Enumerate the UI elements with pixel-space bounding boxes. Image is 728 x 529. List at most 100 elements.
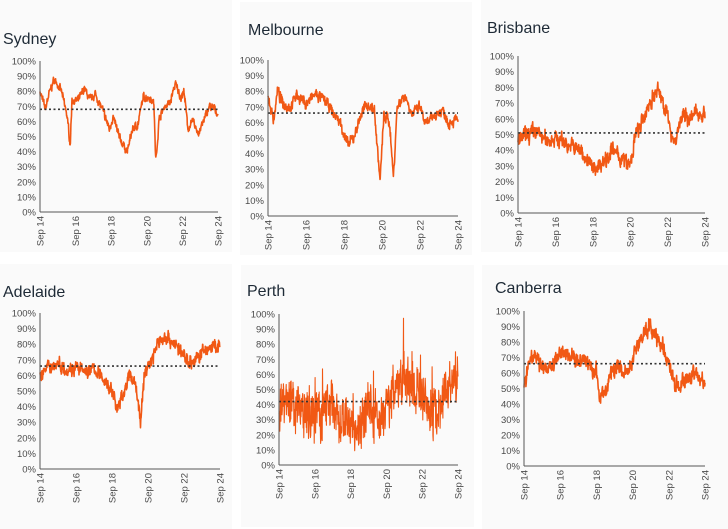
x-tick-label: Sep 24 bbox=[701, 217, 712, 247]
chart-panel-adelaide: Adelaide 0% 10% 20% 30% 40% 50% 60% 70% 80% 90% 100… bbox=[0, 264, 232, 529]
y-tick-label: 90% bbox=[256, 325, 276, 336]
y-tick-label: 80% bbox=[17, 87, 37, 98]
x-tick-label: Sep 14 bbox=[36, 473, 47, 503]
y-tick-label: 20% bbox=[495, 177, 515, 188]
y-tick-label: 0% bbox=[22, 465, 36, 476]
y-tick-label: 70% bbox=[17, 102, 37, 113]
y-tick-label: 100% bbox=[12, 57, 37, 68]
y-tick-label: 10% bbox=[256, 445, 276, 456]
series-line-brisbane bbox=[517, 81, 706, 176]
y-tick-label: 10% bbox=[501, 446, 521, 457]
chart-panel-brisbane: Brisbane 0% 10% 20% 30% 40% 50% 60% 70% 80% 90% 100… bbox=[481, 0, 728, 252]
y-tick-label: 80% bbox=[245, 87, 265, 98]
y-tick-label: 70% bbox=[245, 102, 265, 113]
y-tick-label: 70% bbox=[501, 353, 521, 364]
x-tick-label: Sep 24 bbox=[216, 473, 227, 503]
y-tick-label: 20% bbox=[256, 430, 276, 441]
y-tick-label: 40% bbox=[256, 400, 276, 411]
y-tick-label: 0% bbox=[506, 462, 520, 473]
series-line-adelaide bbox=[39, 329, 221, 429]
y-tick-label: 30% bbox=[245, 165, 265, 176]
y-tick-label: 90% bbox=[17, 324, 37, 335]
x-tick-label: Sep 24 bbox=[454, 220, 465, 250]
chart-panel-sydney: Sydney 0% 10% 20% 30% 40% 50% 60% 70% 80% 90% 100% S… bbox=[0, 0, 232, 252]
y-tick-label: 0% bbox=[500, 209, 514, 220]
y-tick-label: 60% bbox=[17, 371, 37, 382]
y-tick-label: 0% bbox=[250, 212, 264, 223]
x-tick-label: Sep 16 bbox=[302, 220, 313, 250]
chart-panel-canberra: Canberra 0% 10% 20% 30% 40% 50% 60% 70% 80% 90% 100… bbox=[482, 265, 728, 529]
x-tick-label: Sep 24 bbox=[214, 216, 225, 246]
y-tick-label: 90% bbox=[17, 72, 37, 83]
x-tick-label: Sep 20 bbox=[382, 469, 393, 499]
chart-panel-melbourne: Melbourne 0% 10% 20% 30% 40% 50% 60% 70% 80% 90% 10… bbox=[240, 2, 472, 255]
x-tick-label: Sep 22 bbox=[180, 473, 191, 503]
y-tick-label: 90% bbox=[495, 67, 515, 78]
y-tick-label: 50% bbox=[495, 130, 515, 141]
y-tick-label: 40% bbox=[245, 149, 265, 160]
series-line-perth bbox=[278, 317, 459, 452]
y-tick-label: 100% bbox=[240, 56, 265, 67]
x-tick-label: Sep 16 bbox=[310, 469, 321, 499]
y-tick-label: 20% bbox=[501, 431, 521, 442]
y-tick-label: 100% bbox=[496, 307, 521, 318]
y-tick-label: 40% bbox=[501, 400, 521, 411]
y-tick-label: 30% bbox=[256, 415, 276, 426]
x-tick-label: Sep 22 bbox=[416, 220, 427, 250]
y-tick-label: 30% bbox=[17, 418, 37, 429]
x-tick-label: Sep 16 bbox=[556, 470, 567, 500]
y-tick-label: 50% bbox=[17, 387, 37, 398]
y-tick-label: 10% bbox=[245, 196, 265, 207]
chart-panel-perth: Perth 0% 10% 20% 30% 40% 50% 60% 70% 80% 90% 100% Se… bbox=[241, 265, 474, 527]
x-tick-label: Sep 24 bbox=[701, 470, 712, 500]
y-tick-label: 100% bbox=[12, 309, 37, 320]
y-tick-label: 40% bbox=[17, 147, 37, 158]
y-tick-label: 40% bbox=[17, 402, 37, 413]
y-tick-label: 70% bbox=[17, 355, 37, 366]
chart-title: Melbourne bbox=[248, 22, 324, 39]
y-tick-label: 70% bbox=[256, 355, 276, 366]
x-tick-label: Sep 20 bbox=[628, 470, 639, 500]
y-tick-label: 80% bbox=[495, 83, 515, 94]
x-tick-label: Sep 14 bbox=[514, 217, 525, 247]
series-line-sydney bbox=[39, 76, 219, 158]
x-tick-label: Sep 22 bbox=[664, 470, 675, 500]
x-tick-label: Sep 18 bbox=[588, 217, 599, 247]
x-tick-label: Sep 14 bbox=[264, 220, 275, 250]
y-tick-label: 10% bbox=[17, 449, 37, 460]
x-tick-label: Sep 18 bbox=[340, 220, 351, 250]
x-tick-label: Sep 16 bbox=[72, 473, 83, 503]
chart-title: Sydney bbox=[3, 31, 56, 48]
x-tick-label: Sep 14 bbox=[275, 469, 286, 499]
panel-background bbox=[0, 264, 232, 529]
y-tick-label: 80% bbox=[256, 340, 276, 351]
y-tick-label: 50% bbox=[256, 385, 276, 396]
y-tick-label: 60% bbox=[256, 370, 276, 381]
y-tick-label: 40% bbox=[495, 146, 515, 157]
y-tick-label: 50% bbox=[501, 384, 521, 395]
x-tick-label: Sep 18 bbox=[107, 216, 118, 246]
chart-title: Adelaide bbox=[3, 284, 65, 301]
chart-title: Brisbane bbox=[487, 20, 550, 37]
x-tick-label: Sep 22 bbox=[178, 216, 189, 246]
y-tick-label: 0% bbox=[261, 461, 275, 472]
y-tick-label: 90% bbox=[245, 71, 265, 82]
x-tick-label: Sep 20 bbox=[378, 220, 389, 250]
y-tick-label: 20% bbox=[17, 433, 37, 444]
series-line-melbourne bbox=[267, 86, 459, 181]
y-tick-label: 60% bbox=[495, 114, 515, 125]
panel-background bbox=[482, 265, 728, 529]
series-line-canberra bbox=[523, 317, 706, 404]
y-tick-label: 20% bbox=[17, 177, 37, 188]
x-tick-label: Sep 14 bbox=[520, 470, 531, 500]
y-tick-label: 80% bbox=[501, 338, 521, 349]
y-tick-label: 10% bbox=[495, 193, 515, 204]
x-tick-label: Sep 24 bbox=[454, 469, 465, 499]
x-tick-label: Sep 18 bbox=[592, 470, 603, 500]
y-tick-label: 20% bbox=[245, 180, 265, 191]
x-tick-label: Sep 18 bbox=[346, 469, 357, 499]
x-tick-label: Sep 20 bbox=[142, 216, 153, 246]
x-tick-label: Sep 18 bbox=[108, 473, 119, 503]
x-tick-label: Sep 22 bbox=[663, 217, 674, 247]
